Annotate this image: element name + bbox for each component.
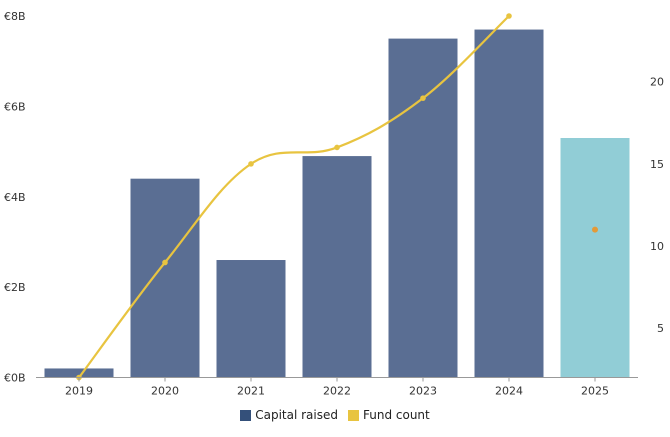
y-axis-right: 5 10 15 20 bbox=[650, 76, 664, 335]
fund-count-point-2023 bbox=[420, 95, 426, 101]
fund-count-line bbox=[78, 16, 510, 379]
bar-2021 bbox=[216, 260, 286, 378]
line-series bbox=[78, 16, 510, 379]
bar-2023 bbox=[388, 38, 458, 378]
fund-count-point-2024 bbox=[506, 13, 512, 19]
y-left-tick-label: €2B bbox=[4, 281, 26, 294]
bar-2020 bbox=[130, 178, 200, 378]
legend-swatch-fund-count bbox=[348, 409, 359, 421]
x-tick-label: 2024 bbox=[495, 385, 523, 398]
bar-series bbox=[44, 29, 630, 378]
legend-swatch-capital bbox=[240, 409, 252, 421]
x-tick-label: 2023 bbox=[409, 385, 437, 398]
x-tick-label: 2020 bbox=[151, 385, 179, 398]
legend-item-capital[interactable]: Capital raised bbox=[240, 408, 338, 422]
bar-2022 bbox=[302, 156, 372, 378]
y-right-tick-label: 20 bbox=[650, 76, 664, 89]
legend-item-fund-count[interactable]: Fund count bbox=[348, 408, 430, 422]
y-right-tick-label: 10 bbox=[650, 240, 664, 253]
x-axis: 2019 2020 2021 2022 2023 2024 2025 bbox=[36, 377, 638, 398]
y-left-tick-label: €4B bbox=[4, 191, 26, 204]
y-right-tick-label: 15 bbox=[650, 158, 664, 171]
legend-label-fund-count: Fund count bbox=[363, 408, 430, 422]
y-left-tick-label: €0B bbox=[4, 372, 26, 385]
x-tick-label: 2022 bbox=[323, 385, 351, 398]
bar-2025 bbox=[560, 138, 630, 378]
x-tick-label: 2025 bbox=[581, 385, 609, 398]
fund-count-point-2020 bbox=[162, 259, 168, 266]
line-points bbox=[76, 13, 598, 381]
y-right-tick-label: 5 bbox=[657, 322, 664, 335]
fund-count-point-2022 bbox=[334, 144, 340, 151]
bar-2024 bbox=[474, 29, 544, 378]
y-axis-left: €0B €2B €4B €6B €8B bbox=[4, 10, 26, 385]
bar-2019 bbox=[44, 368, 114, 378]
legend: Capital raised Fund count bbox=[0, 408, 670, 422]
y-left-tick-label: €8B bbox=[4, 10, 26, 23]
y-left-tick-label: €6B bbox=[4, 100, 26, 113]
fund-count-point-2021 bbox=[248, 161, 254, 167]
fund-count-point-2025 bbox=[592, 226, 598, 233]
x-tick-label: 2021 bbox=[237, 385, 265, 398]
x-tick-label: 2019 bbox=[65, 385, 93, 398]
legend-label-capital: Capital raised bbox=[255, 408, 338, 422]
